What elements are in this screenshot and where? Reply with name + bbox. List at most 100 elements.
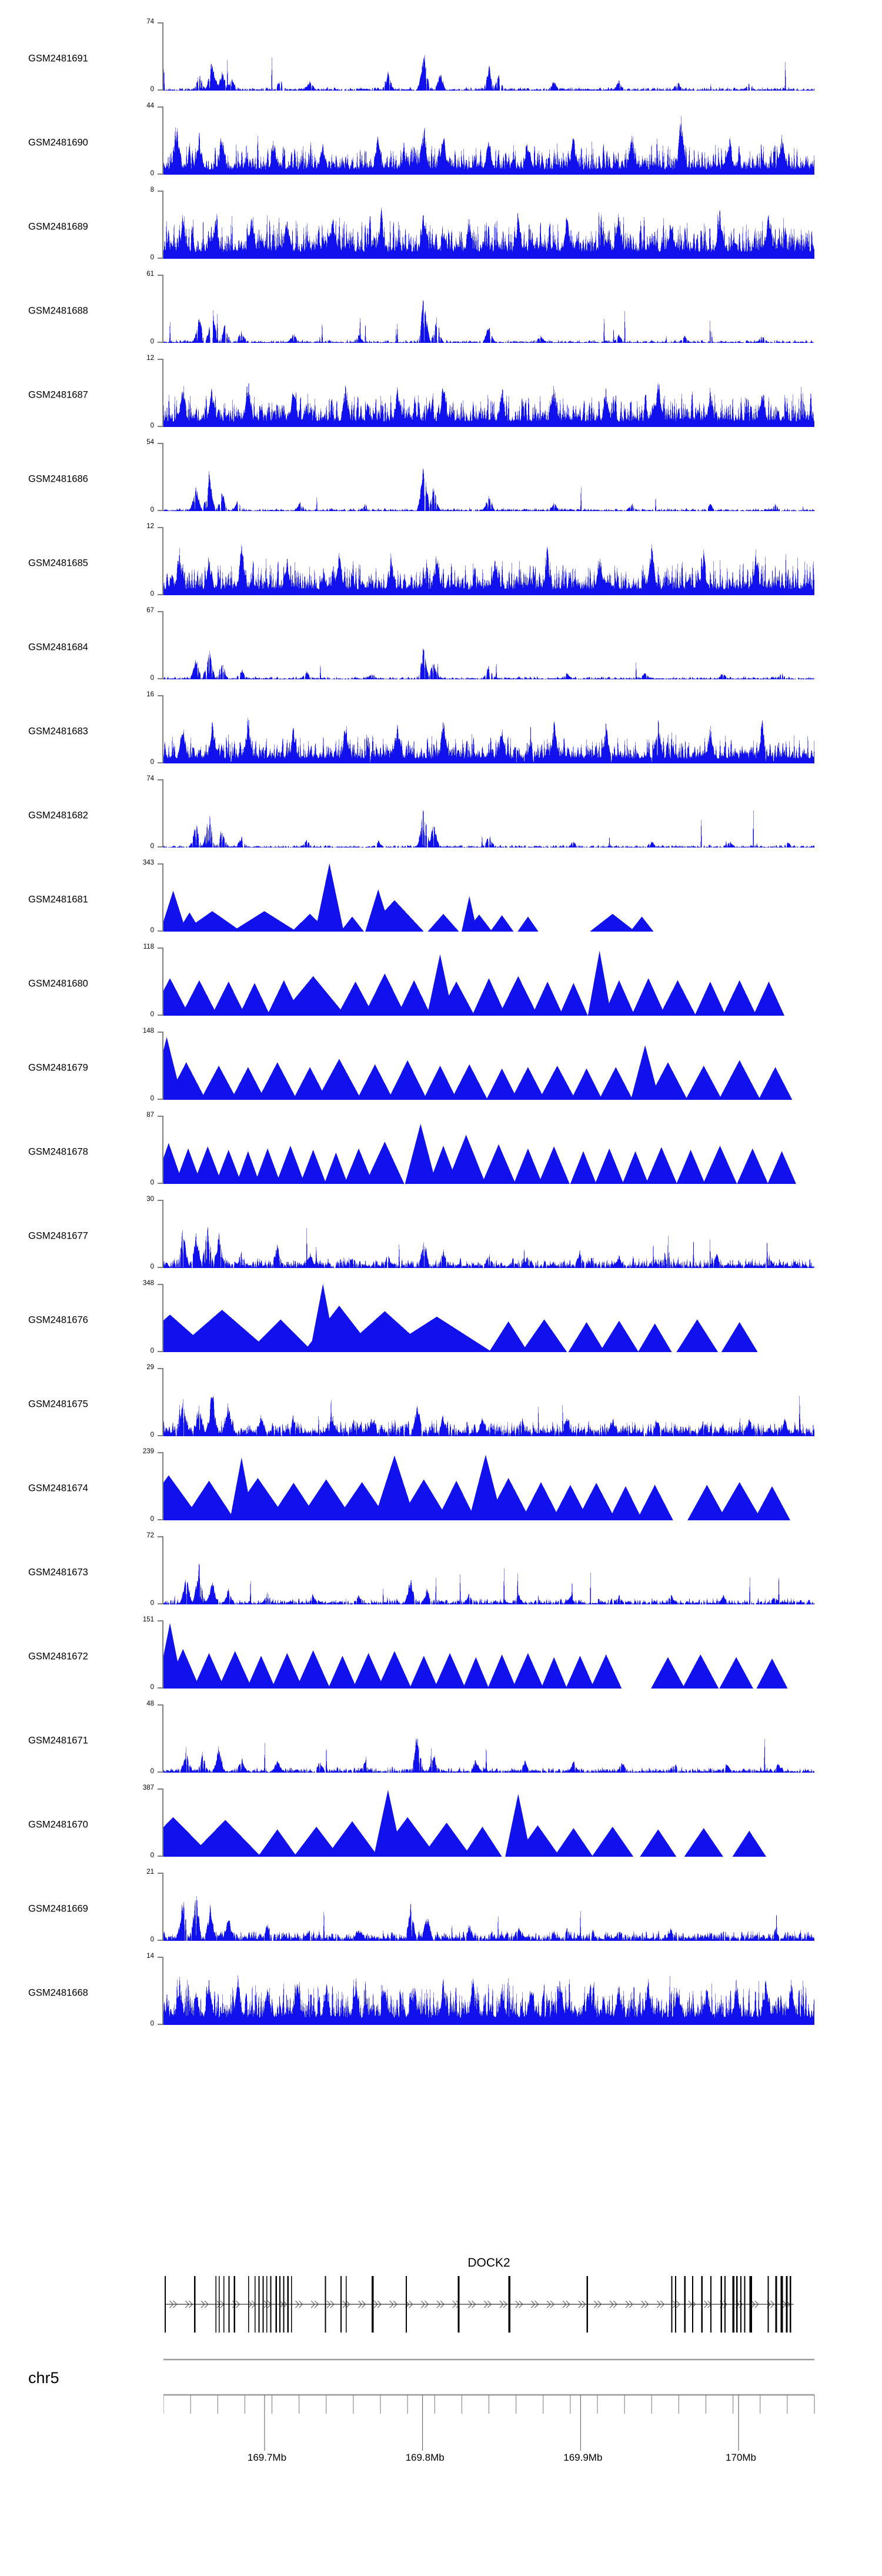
track-plot-area[interactable] bbox=[163, 359, 814, 427]
axis-max-value: 61 bbox=[146, 271, 154, 278]
y-axis-bracket bbox=[158, 1116, 163, 1184]
signal-track[interactable]: GSM2481674 239 0 bbox=[0, 1446, 882, 1530]
gene-exon bbox=[586, 2276, 588, 2333]
track-plot-area[interactable] bbox=[163, 1957, 814, 2025]
axis-min-value: 0 bbox=[150, 422, 154, 429]
strand-arrow-icon bbox=[232, 2300, 237, 2308]
axis-tick-bottom bbox=[158, 426, 163, 427]
track-label: GSM2481685 bbox=[28, 558, 88, 568]
axis-max-value: 16 bbox=[146, 691, 154, 698]
axis-tick-bottom bbox=[158, 930, 163, 932]
track-plot-area[interactable] bbox=[163, 863, 814, 932]
strand-arrow-icon bbox=[531, 2300, 536, 2308]
track-label: GSM2481691 bbox=[28, 53, 88, 64]
signal-track[interactable]: GSM2481681 343 0 bbox=[0, 857, 882, 942]
axis-spine bbox=[162, 1620, 163, 1689]
track-plot-area[interactable] bbox=[163, 1032, 814, 1100]
strand-arrow-icon bbox=[326, 2300, 331, 2308]
track-plot-area[interactable] bbox=[163, 106, 814, 175]
y-axis-bracket bbox=[158, 695, 163, 763]
signal-track[interactable]: GSM2481689 8 0 bbox=[0, 185, 882, 269]
signal-track[interactable]: GSM2481677 30 0 bbox=[0, 1194, 882, 1278]
track-plot-area[interactable] bbox=[163, 1788, 814, 1857]
signal-track[interactable]: GSM2481678 87 0 bbox=[0, 1110, 882, 1194]
track-plot-area[interactable] bbox=[163, 779, 814, 847]
signal-track[interactable]: GSM2481675 29 0 bbox=[0, 1362, 882, 1446]
y-axis-bracket bbox=[158, 191, 163, 259]
signal-track[interactable]: GSM2481673 72 0 bbox=[0, 1530, 882, 1614]
signal-track[interactable]: GSM2481688 61 0 bbox=[0, 269, 882, 353]
track-plot-area[interactable] bbox=[163, 1536, 814, 1604]
axis-tick-bottom bbox=[158, 846, 163, 847]
gene-exon bbox=[789, 2276, 791, 2333]
strand-arrow-icon bbox=[629, 2300, 633, 2308]
track-plot-area[interactable] bbox=[163, 947, 814, 1016]
signal-track[interactable]: GSM2481671 48 0 bbox=[0, 1699, 882, 1783]
strand-arrow-icon bbox=[641, 2300, 646, 2308]
track-plot-area[interactable] bbox=[163, 22, 814, 91]
axis-min-value: 0 bbox=[150, 759, 154, 766]
track-plot-area[interactable] bbox=[163, 191, 814, 259]
signal-track[interactable]: GSM2481684 67 0 bbox=[0, 605, 882, 689]
signal-track[interactable]: GSM2481691 74 0 bbox=[0, 16, 882, 101]
axis-tick-top bbox=[158, 191, 163, 192]
signal-track[interactable]: GSM2481690 44 0 bbox=[0, 101, 882, 185]
axis-spine bbox=[162, 106, 163, 175]
signal-track[interactable]: GSM2481669 21 0 bbox=[0, 1867, 882, 1951]
strand-arrow-icon bbox=[173, 2300, 178, 2308]
track-plot-area[interactable] bbox=[163, 1873, 814, 1941]
track-label: GSM2481690 bbox=[28, 137, 88, 148]
track-plot-area[interactable] bbox=[163, 443, 814, 511]
track-plot-area[interactable] bbox=[163, 1116, 814, 1184]
signal-track[interactable]: GSM2481679 148 0 bbox=[0, 1026, 882, 1110]
signal-track[interactable]: GSM2481683 16 0 bbox=[0, 689, 882, 773]
track-label: GSM2481677 bbox=[28, 1230, 88, 1241]
strand-arrow-icon bbox=[185, 2300, 189, 2308]
track-plot-area[interactable] bbox=[163, 1704, 814, 1773]
signal-track[interactable]: GSM2481670 387 0 bbox=[0, 1783, 882, 1867]
signal-track[interactable]: GSM2481687 12 0 bbox=[0, 353, 882, 437]
signal-track[interactable]: GSM2481672 151 0 bbox=[0, 1614, 882, 1699]
strand-arrow-icon bbox=[546, 2300, 551, 2308]
track-plot-area[interactable] bbox=[163, 275, 814, 343]
axis-spine bbox=[162, 695, 163, 763]
strand-arrow-icon bbox=[582, 2300, 586, 2308]
strand-arrow-icon bbox=[657, 2300, 661, 2308]
track-plot-area[interactable] bbox=[163, 1452, 814, 1520]
axis-max-value: 8 bbox=[150, 186, 154, 193]
signal-track[interactable]: GSM2481680 118 0 bbox=[0, 942, 882, 1026]
strand-arrow-icon bbox=[754, 2300, 759, 2308]
axis-max-value: 87 bbox=[146, 1112, 154, 1119]
gene-exon bbox=[691, 2276, 693, 2333]
axis-min-value: 0 bbox=[150, 1179, 154, 1186]
strand-arrow-icon bbox=[562, 2300, 567, 2308]
axis-spine bbox=[162, 1368, 163, 1436]
strand-arrow-icon bbox=[452, 2300, 457, 2308]
track-label: GSM2481675 bbox=[28, 1399, 88, 1409]
signal-track[interactable]: GSM2481676 348 0 bbox=[0, 1278, 882, 1362]
track-label: GSM2481679 bbox=[28, 1062, 88, 1073]
track-plot-area[interactable] bbox=[163, 527, 814, 595]
track-plot-area[interactable] bbox=[163, 611, 814, 679]
axis-tick-bottom bbox=[158, 89, 163, 91]
strand-arrow-icon bbox=[613, 2300, 617, 2308]
track-plot-area[interactable] bbox=[163, 695, 814, 763]
strand-arrow-icon bbox=[436, 2300, 441, 2308]
signal-track[interactable]: GSM2481668 14 0 bbox=[0, 1951, 882, 2035]
strand-arrow-icon bbox=[373, 2300, 378, 2308]
track-plot-area[interactable] bbox=[163, 1368, 814, 1436]
strand-arrow-icon bbox=[468, 2300, 473, 2308]
track-label: GSM2481674 bbox=[28, 1483, 88, 1493]
signal-track[interactable]: GSM2481682 74 0 bbox=[0, 773, 882, 857]
track-plot-area[interactable] bbox=[163, 1284, 814, 1352]
axis-tick-bottom bbox=[158, 1183, 163, 1184]
signal-track[interactable]: GSM2481685 12 0 bbox=[0, 521, 882, 605]
gene-exon bbox=[780, 2276, 783, 2333]
track-plot-area[interactable] bbox=[163, 1620, 814, 1689]
axis-tick-top bbox=[158, 1536, 163, 1537]
signal-track[interactable]: GSM2481686 54 0 bbox=[0, 437, 882, 521]
track-plot-area[interactable] bbox=[163, 1200, 814, 1268]
strand-arrow-icon bbox=[216, 2300, 221, 2308]
strand-arrow-icon bbox=[578, 2300, 583, 2308]
gene-exon bbox=[228, 2276, 230, 2333]
